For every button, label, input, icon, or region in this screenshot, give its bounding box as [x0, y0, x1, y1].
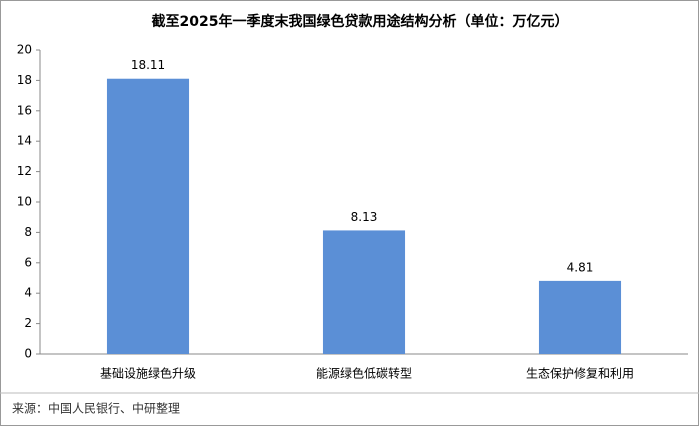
- x-tick-label: 生态保护修复和利用: [526, 366, 634, 381]
- chart-title: 截至2025年一季度末我国绿色贷款用途结构分析（单位：万亿元）: [152, 13, 569, 30]
- bar: [322, 230, 406, 354]
- y-tick-label: 10: [17, 195, 32, 209]
- y-tick-label: 12: [17, 164, 32, 178]
- x-tick-label: 能源绿色低碳转型: [316, 366, 412, 381]
- y-tick-label: 14: [17, 134, 32, 148]
- y-tick-label: 4: [24, 286, 32, 300]
- y-tick-label: 16: [17, 103, 32, 117]
- y-tick-label: 2: [24, 316, 32, 330]
- value-label: 18.11: [131, 58, 165, 72]
- y-tick-label: 6: [24, 255, 32, 269]
- value-label: 4.81: [567, 260, 594, 274]
- source: 来源：中国人民银行、中研整理: [12, 401, 180, 416]
- x-tick-label: 基础设施绿色升级: [100, 366, 196, 381]
- y-tick-label: 20: [17, 43, 32, 57]
- value-label: 8.13: [351, 210, 378, 224]
- bar: [538, 280, 622, 354]
- y-tick-label: 8: [24, 225, 32, 239]
- y-tick-label: 0: [24, 347, 32, 361]
- y-tick-label: 18: [17, 73, 32, 87]
- bar: [106, 78, 190, 354]
